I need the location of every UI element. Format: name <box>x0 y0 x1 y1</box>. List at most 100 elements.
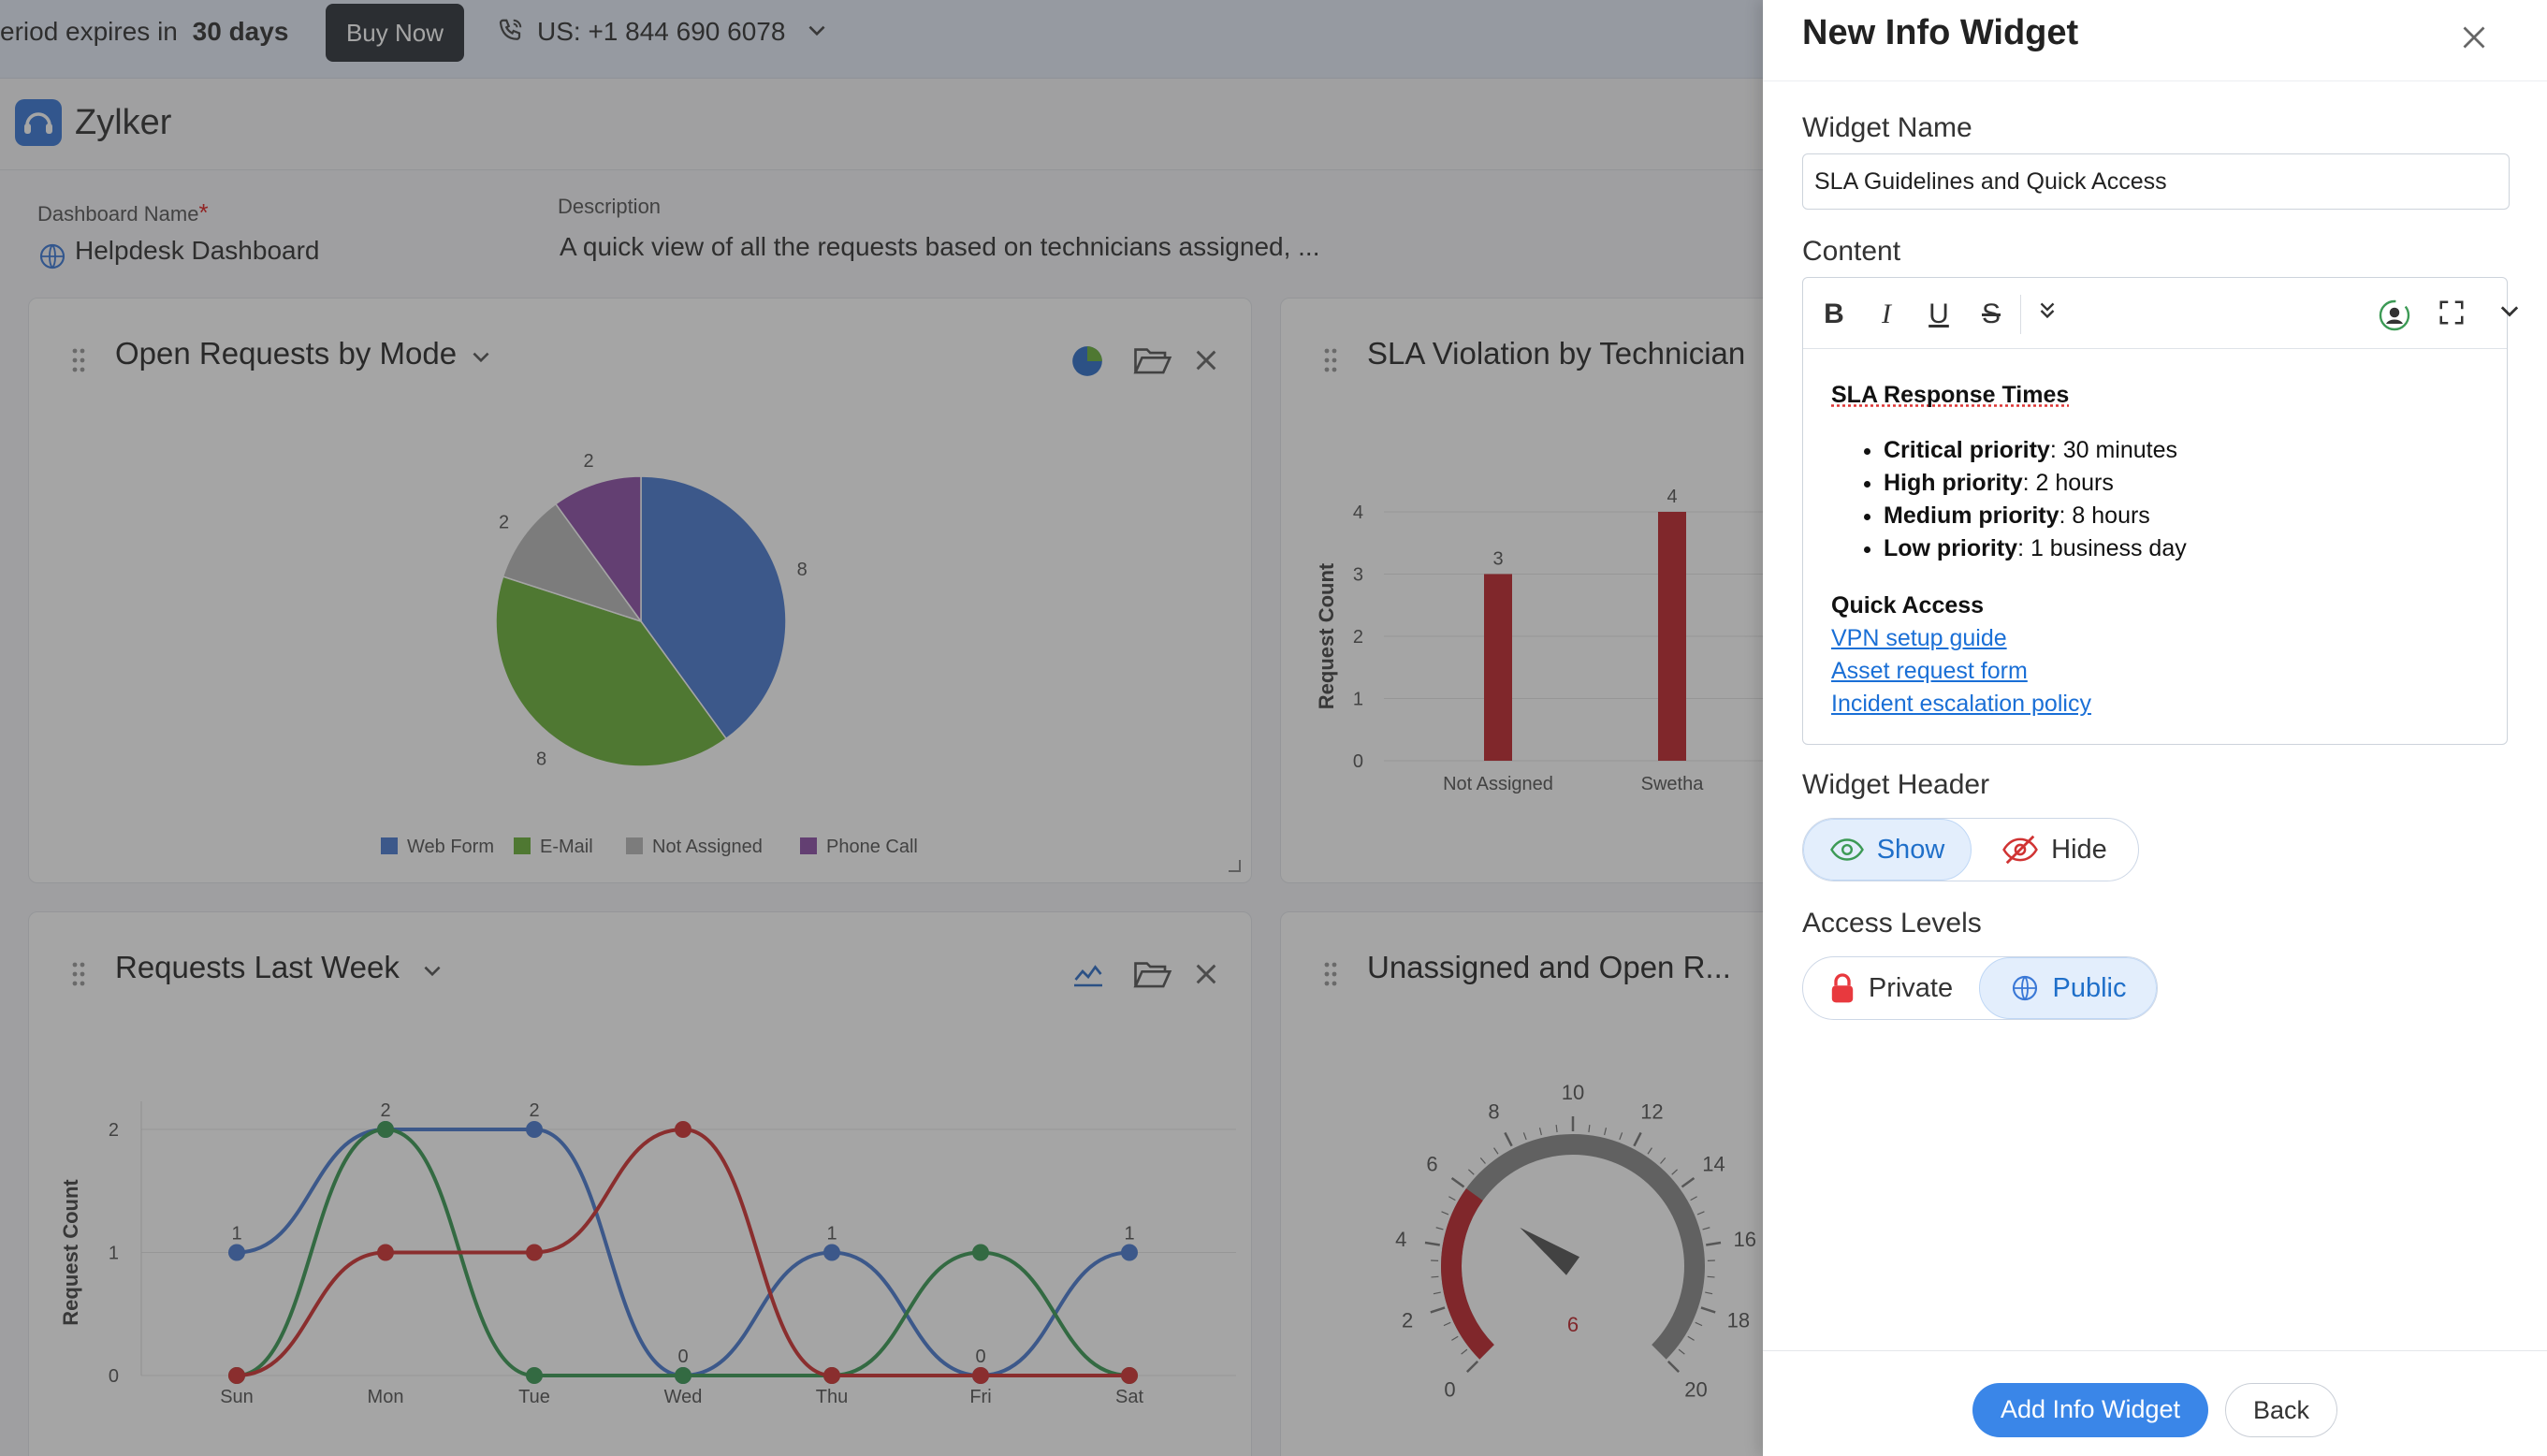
dashboard-name-value[interactable]: Helpdesk Dashboard <box>75 236 320 265</box>
header-hide-option[interactable]: Hide <box>1972 819 2138 881</box>
close-icon[interactable] <box>1191 959 1221 994</box>
strikethrough-icon[interactable]: S <box>1981 298 2001 329</box>
line-point <box>377 1244 394 1261</box>
bold-icon[interactable]: B <box>1824 298 1844 329</box>
drag-handle-icon[interactable] <box>1324 961 1337 987</box>
trial-banner: eriod expires in 30 days Buy Now US: +1 … <box>0 0 1763 79</box>
gauge-tick <box>1435 1227 1444 1230</box>
underline-icon[interactable]: U <box>1928 298 1949 329</box>
buy-now-button[interactable]: Buy Now <box>326 4 464 62</box>
back-button[interactable]: Back <box>2225 1383 2337 1437</box>
drag-handle-icon[interactable] <box>1324 347 1337 373</box>
gauge-value-label: 6 <box>1567 1313 1579 1336</box>
modal-overlay[interactable] <box>0 0 1763 1456</box>
link-incident-escalation[interactable]: Incident escalation policy <box>1831 691 2091 717</box>
access-levels-label: Access Levels <box>1802 908 1982 939</box>
line-point <box>972 1367 989 1384</box>
x-tick-label: Swetha <box>1641 774 1705 794</box>
gauge-tick <box>1461 1348 1468 1355</box>
widget-title: Unassigned and Open R... <box>1367 950 1731 984</box>
fullscreen-icon[interactable] <box>2436 298 2467 330</box>
app-name[interactable]: Zylker <box>75 103 172 142</box>
gauge-tick-label: 18 <box>1727 1308 1750 1332</box>
line-point <box>526 1244 543 1261</box>
editor-toolbar: B I U S <box>1803 278 2519 349</box>
x-tick-label: Sun <box>220 1387 254 1407</box>
y-tick-label: 2 <box>1353 627 1363 648</box>
editor-content[interactable]: SLA Response Times Critical priority: 30… <box>1831 379 2486 721</box>
link-vpn-setup[interactable]: VPN setup guide <box>1831 625 2007 651</box>
legend-label: Phone Call <box>826 837 918 857</box>
y-tick-label: 4 <box>1353 502 1363 523</box>
pie-chart-icon[interactable] <box>1070 343 1105 384</box>
legend-label: Not Assigned <box>652 837 763 857</box>
folder-open-icon[interactable] <box>1131 340 1172 384</box>
widget-header-toggle: Show Hide <box>1802 818 2139 881</box>
gauge-tick <box>1450 1176 1465 1188</box>
line-point <box>526 1367 543 1384</box>
gauge-tick <box>1588 1124 1591 1133</box>
italic-icon[interactable]: I <box>1882 298 1891 329</box>
app-header: Zylker <box>0 79 1763 170</box>
phone-number[interactable]: US: +1 844 690 6078 <box>537 17 786 46</box>
gauge-tick-label: 4 <box>1395 1228 1406 1251</box>
access-public-option[interactable]: Public <box>1979 957 2157 1019</box>
gauge-chart: 0 2 4 6 8 10 12 14 16 18 20 6 <box>1395 1081 1756 1402</box>
rich-text-editor[interactable]: B I U S SLA Response Times Critical prio… <box>1802 277 2519 745</box>
gauge-tick <box>1666 1360 1681 1374</box>
pie-data-label: 8 <box>536 749 546 769</box>
gauge-tick-label: 16 <box>1733 1228 1755 1251</box>
pie-slice <box>640 475 787 740</box>
access-private-option[interactable]: Private <box>1803 957 1979 1019</box>
chevron-down-icon[interactable] <box>2494 298 2525 330</box>
drag-handle-icon[interactable] <box>72 347 85 373</box>
eye-off-icon <box>2002 835 2039 865</box>
gauge-tick <box>1504 1131 1513 1147</box>
link-asset-request[interactable]: Asset request form <box>1831 658 2028 684</box>
data-label: 2 <box>380 1100 390 1121</box>
lock-icon <box>1831 973 1854 1003</box>
y-tick-label: 0 <box>109 1366 119 1387</box>
drag-handle-icon[interactable] <box>72 961 85 987</box>
gauge-tick <box>1695 1321 1703 1327</box>
header-show-option[interactable]: Show <box>1803 819 1972 881</box>
widget-title: Open Requests by Mode <box>115 336 458 371</box>
more-formatting-icon[interactable] <box>2031 298 2063 330</box>
folder-open-icon[interactable] <box>1131 954 1172 997</box>
gauge-tick <box>1702 1227 1710 1230</box>
pie-slice <box>554 475 642 624</box>
gauge-tick <box>1430 1306 1446 1314</box>
user-avatar-icon[interactable] <box>2378 298 2410 331</box>
panel-title: New Info Widget <box>1802 13 2079 52</box>
gauge-tick <box>1441 1211 1449 1216</box>
add-info-widget-button[interactable]: Add Info Widget <box>1972 1383 2208 1437</box>
widget-open-requests: Open Requests by Mode 8 8 2 2 Web Form E-Mail… <box>28 298 1252 883</box>
x-tick-label: Fri <box>969 1387 991 1407</box>
gauge-tick <box>1660 1158 1666 1164</box>
legend-swatch <box>626 837 643 854</box>
data-label: 2 <box>529 1100 539 1121</box>
widget-name-input[interactable] <box>1802 153 2510 210</box>
line-chart-icon[interactable] <box>1070 957 1107 996</box>
gauge-tick-label: 14 <box>1702 1153 1725 1176</box>
gauge-value-arc <box>1441 1188 1494 1360</box>
panel-footer: Add Info Widget Back <box>1763 1350 2547 1456</box>
close-icon[interactable] <box>2457 21 2491 59</box>
close-icon[interactable] <box>1191 345 1221 380</box>
line-point <box>823 1244 840 1261</box>
chevron-down-icon[interactable] <box>805 19 829 48</box>
gauge-tick <box>1678 1348 1685 1355</box>
line-point <box>377 1121 394 1138</box>
content-label: Content <box>1802 236 1901 267</box>
resize-handle-icon[interactable] <box>1227 858 1242 878</box>
chevron-down-icon[interactable] <box>420 959 444 988</box>
trial-text: eriod expires in 30 days <box>0 17 289 46</box>
description-value[interactable]: A quick view of all the requests based o… <box>560 232 1320 261</box>
data-label: 0 <box>975 1347 985 1367</box>
widget-requests-last-week: Requests Last Week 0 1 2 Request Count Sun Mo… <box>28 911 1252 1456</box>
gauge-tick <box>1671 1169 1679 1175</box>
chevron-down-icon[interactable] <box>469 345 493 374</box>
pie-data-label: 2 <box>584 451 594 472</box>
widget-unassigned-open: Unassigned and Open R... 0 2 4 6 8 10 12 14 16 18… <box>1280 911 1841 1456</box>
gauge-tick <box>1448 1196 1456 1201</box>
